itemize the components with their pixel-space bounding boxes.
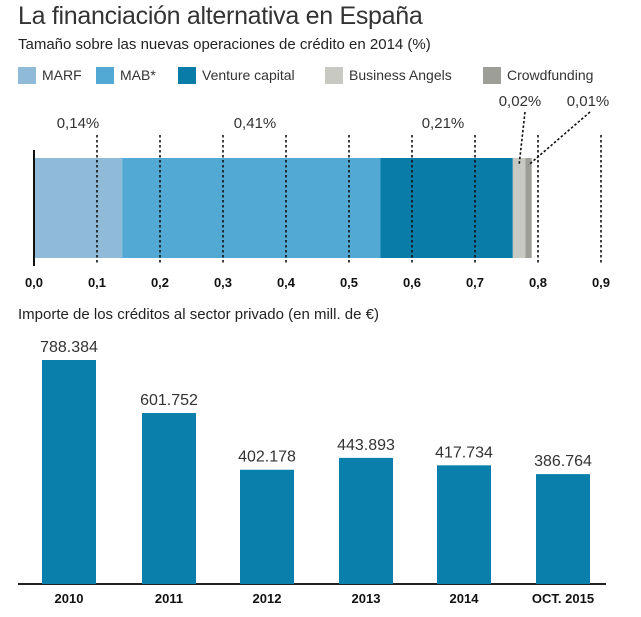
- stacked-segment-0: [34, 158, 123, 258]
- legend-item: Business Angels: [325, 66, 452, 84]
- x-tick-label: 0,2: [151, 275, 169, 290]
- x-tick-label: 0,1: [88, 275, 106, 290]
- bar-OCT. 2015: [536, 474, 590, 584]
- legend-label: Business Angels: [349, 67, 452, 83]
- legend-label: Crowdfunding: [507, 67, 594, 83]
- bar-value-label: 443.893: [337, 437, 395, 454]
- stacked-segment-1: [122, 158, 381, 258]
- bar-value-label: 788.384: [40, 339, 98, 356]
- legend-item: Venture capital: [178, 66, 295, 84]
- x-category-label: 2010: [55, 591, 84, 606]
- bar-2010: [42, 360, 96, 584]
- legend-swatch: [483, 66, 501, 84]
- legend-swatch: [96, 66, 114, 84]
- bar-value-label: 601.752: [140, 392, 198, 409]
- data-label: 0,14%: [57, 115, 100, 132]
- x-category-label: 2013: [352, 591, 381, 606]
- bar-2011: [142, 413, 196, 584]
- legend-label: MAB*: [120, 67, 156, 83]
- x-tick-label: 0,9: [592, 275, 610, 290]
- x-category-label: 2014: [450, 591, 480, 606]
- bar-value-label: 386.764: [534, 453, 592, 470]
- legend-label: Venture capital: [202, 67, 295, 83]
- legend-swatch: [178, 66, 196, 84]
- leader-line: [528, 111, 591, 166]
- x-category-label: 2012: [253, 591, 282, 606]
- page-title: La financiación alternativa en España: [18, 2, 423, 30]
- legend-swatch: [325, 66, 343, 84]
- data-label: 0,41%: [234, 115, 277, 132]
- x-tick-label: 0,0: [25, 275, 43, 290]
- leader-line: [518, 111, 526, 166]
- data-label: 0,01%: [567, 93, 610, 110]
- stacked-segment-2: [380, 158, 513, 258]
- data-label: 0,21%: [422, 115, 465, 132]
- chart1-title: Tamaño sobre las nuevas operaciones de c…: [18, 36, 431, 53]
- legend-item: MAB*: [96, 66, 156, 84]
- x-tick-label: 0,5: [340, 275, 358, 290]
- legend-item: Crowdfunding: [483, 66, 593, 84]
- x-tick-label: 0,8: [529, 275, 547, 290]
- stacked-segment-4: [525, 158, 532, 258]
- chart2-title: Importe de los créditos al sector privad…: [18, 306, 379, 323]
- x-tick-label: 0,3: [214, 275, 232, 290]
- legend-item: MARF: [18, 66, 82, 84]
- legend-label: MARF: [42, 67, 82, 83]
- x-tick-label: 0,4: [277, 275, 296, 290]
- bar-value-label: 417.734: [435, 444, 493, 461]
- x-tick-label: 0,7: [466, 275, 484, 290]
- stacked-segment-3: [512, 158, 526, 258]
- x-category-label: OCT. 2015: [532, 591, 594, 606]
- x-category-label: 2011: [155, 591, 183, 606]
- bar-2014: [437, 465, 491, 584]
- x-tick-label: 0,6: [403, 275, 421, 290]
- data-label: 0,02%: [499, 93, 542, 110]
- legend-swatch: [18, 66, 36, 84]
- bar-2013: [339, 457, 393, 584]
- bar-value-label: 402.178: [238, 449, 296, 466]
- bar-2012: [240, 469, 294, 584]
